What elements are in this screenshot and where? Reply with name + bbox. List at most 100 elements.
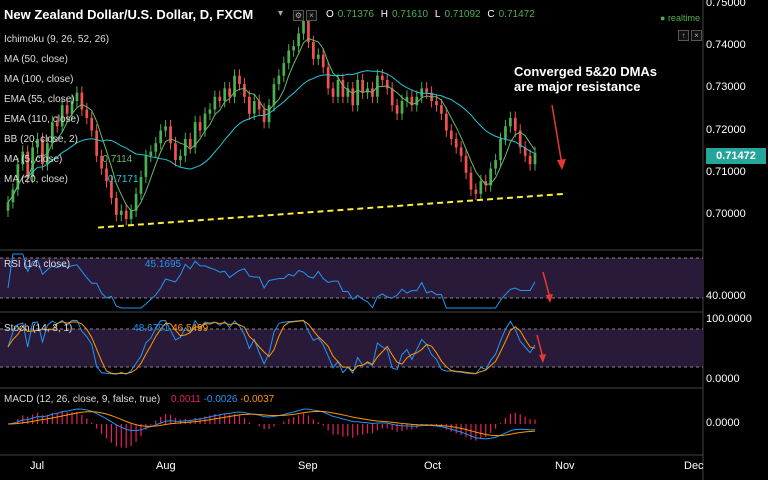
candle-body (253, 101, 256, 114)
candle-body (534, 153, 537, 164)
symbol-title[interactable]: New Zealand Dollar/U.S. Dollar, D, FXCM (4, 7, 253, 22)
h-label: H (381, 9, 388, 20)
candle-body (479, 181, 482, 194)
candle-body (130, 211, 133, 219)
macd-v2: -0.0026 (204, 394, 238, 405)
indicator-label: MA (100, close) (4, 74, 73, 85)
indicator-row[interactable]: Ichimoku (9, 26, 52, 26) (4, 34, 109, 45)
macd-v3: -0.0037 (240, 394, 274, 405)
candle-body (302, 21, 305, 34)
c-value: 0.71472 (499, 9, 535, 20)
rsi-title: RSI (14, close) (4, 259, 70, 270)
stoch-tick: 0.0000 (706, 373, 740, 385)
candle-body (322, 55, 325, 68)
candle-body (509, 118, 512, 126)
stoch-d-value: 46.5499 (172, 323, 208, 334)
header-buttons: ⚙ × (293, 10, 317, 21)
candle-body (504, 126, 507, 139)
candle-body (278, 76, 281, 84)
close-icon[interactable]: × (306, 10, 317, 21)
candle-body (391, 88, 394, 105)
candle-body (470, 173, 473, 190)
x-tick-label: Sep (298, 460, 318, 472)
candle-body (287, 50, 290, 63)
candle-body (85, 109, 88, 117)
candle-body (179, 156, 182, 160)
candle-body (361, 80, 364, 93)
candle-body (465, 156, 468, 173)
title-dropdown-icon[interactable]: ▾ (278, 8, 283, 19)
settings-icon[interactable]: ⚙ (293, 10, 304, 21)
candle-body (529, 156, 532, 164)
candle-body (243, 84, 246, 97)
realtime-status: ● realtime (660, 13, 700, 23)
indicator-row[interactable]: MA (50, close) (4, 54, 68, 65)
x-tick-label: Dec (684, 460, 704, 472)
stoch-k-value: 48.6791 (133, 323, 169, 334)
candle-body (273, 84, 276, 105)
candle-body (327, 67, 330, 88)
x-tick-label: Aug (156, 460, 176, 472)
candle-body (140, 177, 143, 194)
candle-body (228, 88, 231, 96)
candle-body (214, 97, 217, 110)
indicator-row[interactable]: MA (5, close) 0.7114 (4, 154, 132, 165)
candle-body (189, 139, 192, 147)
candle-body (90, 118, 93, 131)
candle-body (282, 63, 285, 76)
annotation: Converged 5&20 DMAs are major resistance (514, 64, 657, 94)
candle-body (209, 109, 212, 113)
candle-body (297, 34, 300, 47)
indicator-row[interactable]: EMA (110, close) (4, 114, 79, 125)
y-tick-label: 0.72000 (706, 124, 746, 136)
candle-body (445, 114, 448, 131)
pane-close-icon[interactable]: × (691, 30, 702, 41)
y-tick-label: 0.73000 (706, 81, 746, 93)
candle-body (475, 190, 478, 194)
x-tick-label: Nov (555, 460, 575, 472)
candle-body (164, 126, 167, 130)
indicator-row[interactable]: MA (100, close) (4, 74, 73, 85)
indicator-value: 0.7171 (108, 174, 139, 185)
o-label: O (326, 9, 334, 20)
y-tick-label: 0.71000 (706, 166, 746, 178)
candle-body (204, 114, 207, 131)
candle-body (218, 97, 221, 101)
macd-title: MACD (12, 26, close, 9, false, true) (4, 394, 160, 405)
macd-tick: 0.0000 (706, 417, 740, 429)
l-label: L (435, 9, 441, 20)
candle-body (159, 131, 162, 144)
indicator-label: BB (20, close, 2) (4, 134, 78, 145)
y-tick-label: 0.75000 (706, 0, 746, 9)
candle-body (351, 88, 354, 105)
y-tick-label: 0.74000 (706, 39, 746, 51)
indicator-label: MA (50, close) (4, 54, 68, 65)
x-tick-label: Jul (30, 460, 44, 472)
candle-body (66, 105, 69, 113)
stoch-band (0, 329, 703, 367)
indicator-row[interactable]: EMA (55, close) (4, 94, 75, 105)
current-price-tag: 0.71472 (706, 148, 766, 164)
indicator-label: MA (5, close) (4, 154, 62, 165)
x-tick-label: Oct (424, 460, 441, 472)
indicator-row[interactable]: BB (20, close, 2) (4, 134, 78, 145)
indicator-value: 0.7114 (102, 154, 132, 165)
candle-body (149, 152, 152, 156)
macd-label: MACD (12, 26, close, 9, false, true) 0.0… (4, 394, 274, 405)
candle-body (115, 198, 118, 215)
candle-body (460, 147, 463, 155)
pane-buttons: ↑ × (678, 30, 702, 41)
candle-body (425, 88, 428, 92)
indicator-row[interactable]: MA (20, close) 0.7171 (4, 174, 139, 185)
h-value: 0.71610 (392, 9, 428, 20)
candle-body (356, 80, 359, 105)
ohlc-readout: O 0.71376 H 0.71610 L 0.71092 C 0.71472 (326, 9, 539, 20)
candle-body (120, 211, 123, 215)
rsi-label: RSI (14, close) 45.1695 (4, 259, 181, 270)
candle-body (184, 139, 187, 156)
candle-body (248, 97, 251, 114)
candle-body (435, 101, 438, 105)
candle-body (337, 80, 340, 97)
o-value: 0.71376 (338, 9, 374, 20)
pane-up-icon[interactable]: ↑ (678, 30, 689, 41)
